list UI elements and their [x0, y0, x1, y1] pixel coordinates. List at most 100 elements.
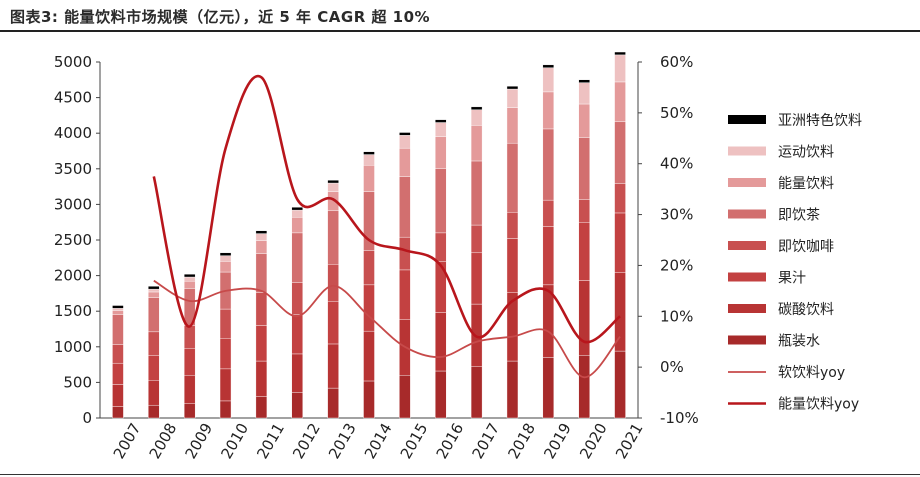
legend-swatch — [728, 335, 766, 345]
legend-label: 果汁 — [778, 271, 806, 287]
bar-segment — [542, 199, 555, 227]
bar-segment — [219, 252, 232, 256]
legend-label: 瓶装水 — [778, 334, 820, 350]
bar-segment — [435, 122, 447, 137]
bar-segment — [399, 135, 411, 149]
bar-segment — [219, 255, 232, 262]
left-axis-tick-label: 3000 — [54, 195, 92, 213]
bar-segment — [291, 392, 303, 419]
left-axis-tick-label: 0 — [82, 409, 92, 427]
bar-segment — [291, 232, 303, 283]
right-axis-tick-label: 30% — [660, 206, 693, 224]
bar-segment — [435, 136, 447, 169]
bar-segment — [255, 292, 268, 326]
legend-swatch — [728, 272, 766, 282]
bar-segment — [183, 276, 196, 282]
bar-segment — [219, 400, 232, 419]
bar-segment — [327, 264, 339, 302]
bar-segment — [255, 240, 268, 254]
bar-segment — [399, 269, 411, 320]
bar-segment — [399, 147, 411, 177]
bar-segment — [112, 310, 124, 315]
bar-segment — [363, 380, 375, 419]
bar-segment — [183, 375, 196, 404]
right-axis-tick-label: 20% — [660, 256, 693, 274]
bar-segment — [578, 355, 590, 419]
x-axis-tick-label: 2013 — [325, 420, 360, 462]
bar-segment — [542, 226, 555, 286]
bar-segment — [148, 291, 160, 298]
x-axis-tick-label: 2019 — [540, 420, 575, 462]
bar-segment — [470, 109, 483, 126]
bar-segment — [255, 360, 268, 397]
legend-swatch — [728, 115, 766, 124]
bar-segment — [148, 331, 160, 356]
bar-segment — [614, 51, 626, 56]
bar-segment — [183, 348, 196, 376]
bar-segment — [219, 338, 232, 370]
x-axis-tick-label: 2009 — [182, 420, 217, 462]
bar-segment — [255, 233, 268, 241]
x-axis-tick-label: 2021 — [612, 420, 647, 462]
bar-segment — [255, 253, 268, 293]
x-axis-tick-label: 2008 — [146, 420, 181, 462]
bar-segment — [578, 137, 590, 200]
right-axis-tick-label: 10% — [660, 307, 693, 325]
legend-label: 即饮茶 — [778, 208, 820, 224]
bar-segment — [112, 314, 124, 345]
bar-segment — [148, 404, 160, 419]
bar-segment — [255, 230, 268, 234]
x-axis-tick-label: 2012 — [289, 420, 324, 462]
bar-segment — [399, 236, 411, 271]
bar-segment — [614, 81, 626, 123]
bar-segment — [183, 273, 196, 278]
bar-segment — [506, 88, 519, 108]
bar-segment — [614, 54, 626, 83]
x-axis-tick-label: 2011 — [253, 420, 288, 462]
bar-segment — [291, 282, 303, 315]
bar-segment — [148, 355, 160, 381]
bar-segment — [327, 182, 339, 192]
bar-segment — [506, 86, 519, 90]
right-axis-tick-label: 40% — [660, 155, 693, 173]
bar-segment — [542, 357, 555, 419]
bar-segment — [578, 82, 590, 105]
bar-segment — [470, 224, 483, 254]
bar-segment — [542, 128, 555, 201]
left-axis-tick-label: 500 — [63, 373, 92, 391]
bottom-rule — [0, 474, 920, 475]
x-axis-tick-label: 2014 — [361, 420, 396, 462]
bar-segment — [578, 221, 590, 281]
bar-segment — [363, 154, 375, 166]
bar-segment — [112, 344, 124, 364]
bar-segment — [363, 151, 375, 155]
right-axis-tick-label: 50% — [660, 104, 693, 122]
right-axis-tick-label: 0% — [660, 358, 684, 376]
legend-label: 能量饮料yoy — [778, 397, 859, 413]
bar-segment — [470, 125, 483, 162]
bar-segment — [578, 103, 590, 138]
bar-segment — [327, 210, 339, 265]
legend-swatch — [728, 304, 766, 313]
bar-segment — [399, 176, 411, 238]
bar-segment — [183, 325, 196, 349]
bar-segment — [542, 91, 555, 130]
bar-segment — [470, 252, 483, 305]
bar-segment — [506, 360, 519, 419]
bar-segment — [399, 375, 411, 419]
x-axis-tick-label: 2007 — [110, 420, 145, 462]
bar-segment — [435, 232, 447, 262]
bar-segment — [506, 107, 519, 144]
bar-segment — [506, 212, 519, 239]
bar-segment — [470, 106, 483, 110]
bar-segment — [578, 199, 590, 223]
bar-segment — [219, 368, 232, 402]
legend-label: 运动饮料 — [778, 145, 834, 161]
bar-segment — [578, 280, 590, 356]
left-axis-tick-label: 3500 — [54, 160, 92, 178]
bar-segment — [506, 238, 519, 293]
x-axis-tick-label: 2016 — [433, 420, 468, 462]
energy-drink-yoy-line — [152, 74, 621, 344]
bar-segment — [614, 212, 626, 273]
